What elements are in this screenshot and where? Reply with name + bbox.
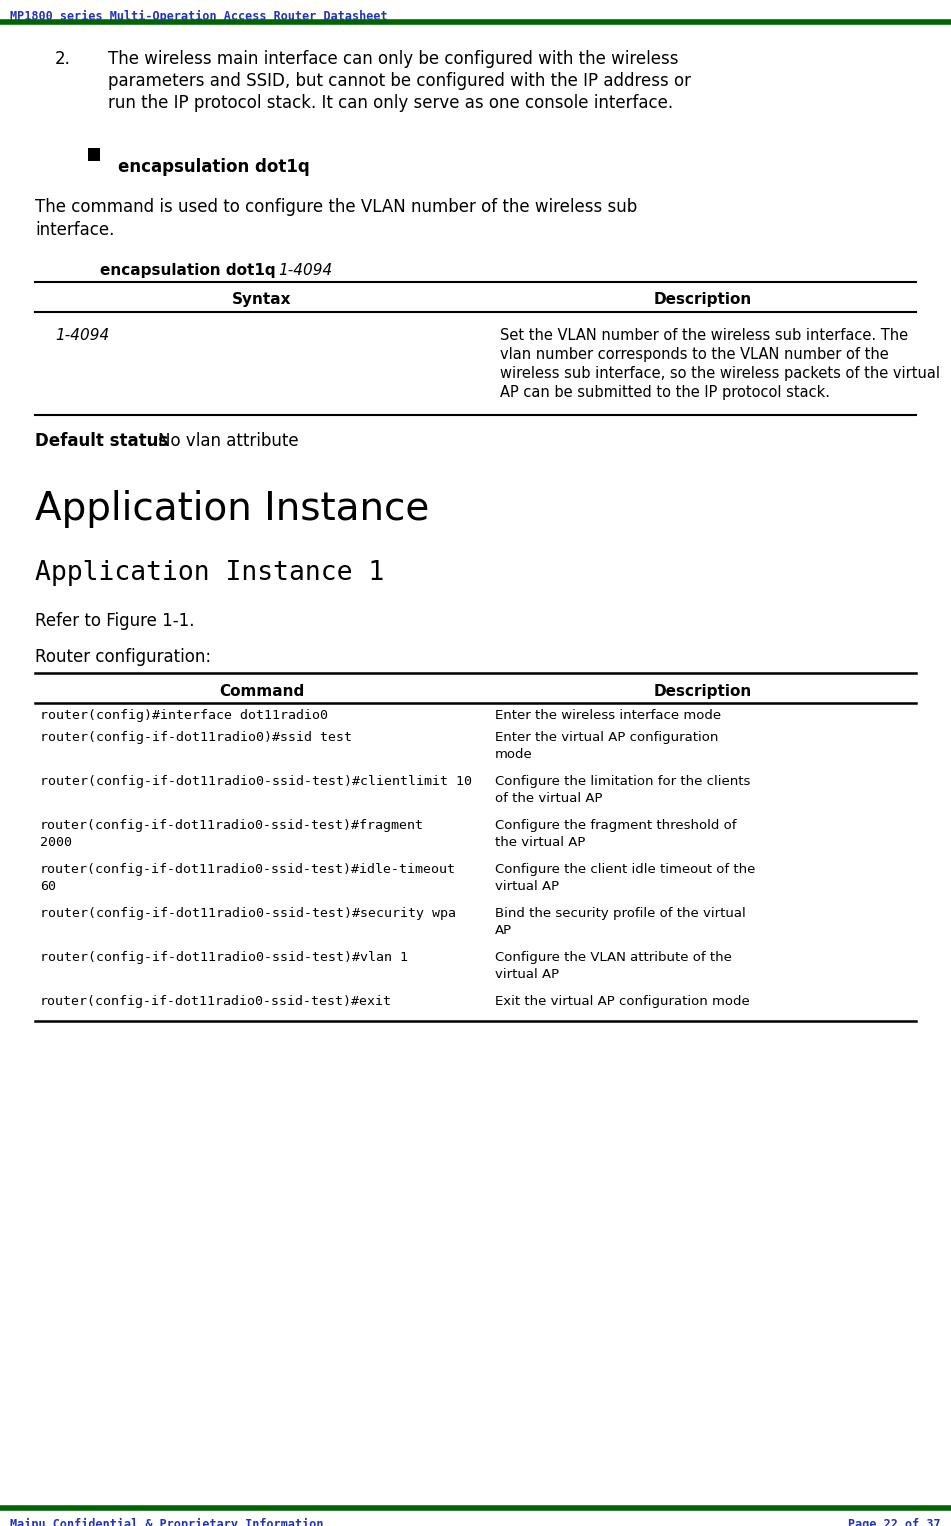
Text: Description: Description bbox=[654, 291, 752, 307]
Text: router(config-if-dot11radio0)#ssid test: router(config-if-dot11radio0)#ssid test bbox=[40, 731, 352, 745]
Text: Maipu Confidential & Proprietary Information: Maipu Confidential & Proprietary Informa… bbox=[10, 1518, 323, 1526]
Text: Description: Description bbox=[654, 684, 752, 699]
Text: Enter the wireless interface mode: Enter the wireless interface mode bbox=[495, 710, 721, 722]
Text: run the IP protocol stack. It can only serve as one console interface.: run the IP protocol stack. It can only s… bbox=[108, 95, 673, 111]
Text: of the virtual AP: of the virtual AP bbox=[495, 792, 603, 806]
Text: The wireless main interface can only be configured with the wireless: The wireless main interface can only be … bbox=[108, 50, 678, 69]
Text: Application Instance 1: Application Instance 1 bbox=[35, 560, 384, 586]
Text: virtual AP: virtual AP bbox=[495, 881, 559, 893]
Text: Set the VLAN number of the wireless sub interface. The: Set the VLAN number of the wireless sub … bbox=[500, 328, 908, 343]
Text: Command: Command bbox=[220, 684, 304, 699]
Text: Application Instance: Application Instance bbox=[35, 490, 429, 528]
Text: wireless sub interface, so the wireless packets of the virtual: wireless sub interface, so the wireless … bbox=[500, 366, 940, 382]
Text: : No vlan attribute: : No vlan attribute bbox=[147, 432, 299, 450]
Text: Enter the virtual AP configuration: Enter the virtual AP configuration bbox=[495, 731, 718, 745]
Text: 1-4094: 1-4094 bbox=[278, 262, 332, 278]
Text: Router configuration:: Router configuration: bbox=[35, 649, 211, 665]
Text: MP1800 series Multi-Operation Access Router Datasheet: MP1800 series Multi-Operation Access Rou… bbox=[10, 11, 388, 23]
Text: Bind the security profile of the virtual: Bind the security profile of the virtual bbox=[495, 906, 746, 920]
Text: 2000: 2000 bbox=[40, 836, 72, 848]
Text: The command is used to configure the VLAN number of the wireless sub: The command is used to configure the VLA… bbox=[35, 198, 637, 217]
Text: AP can be submitted to the IP protocol stack.: AP can be submitted to the IP protocol s… bbox=[500, 385, 830, 400]
Text: AP: AP bbox=[495, 925, 513, 937]
Text: vlan number corresponds to the VLAN number of the: vlan number corresponds to the VLAN numb… bbox=[500, 346, 889, 362]
Text: mode: mode bbox=[495, 748, 533, 761]
Text: virtual AP: virtual AP bbox=[495, 967, 559, 981]
Text: Configure the client idle timeout of the: Configure the client idle timeout of the bbox=[495, 864, 755, 876]
Text: router(config-if-dot11radio0-ssid-test)#fragment: router(config-if-dot11radio0-ssid-test)#… bbox=[40, 819, 424, 832]
Text: Configure the limitation for the clients: Configure the limitation for the clients bbox=[495, 775, 750, 787]
Text: Syntax: Syntax bbox=[232, 291, 292, 307]
Text: router(config)#interface dot11radio0: router(config)#interface dot11radio0 bbox=[40, 710, 328, 722]
Text: the virtual AP: the virtual AP bbox=[495, 836, 586, 848]
Text: 1-4094: 1-4094 bbox=[55, 328, 109, 343]
Text: Refer to Figure 1-1.: Refer to Figure 1-1. bbox=[35, 612, 195, 630]
Text: 60: 60 bbox=[40, 881, 56, 893]
Text: parameters and SSID, but cannot be configured with the IP address or: parameters and SSID, but cannot be confi… bbox=[108, 72, 691, 90]
Text: 2.: 2. bbox=[55, 50, 71, 69]
Bar bbox=[88, 148, 100, 162]
Text: Configure the VLAN attribute of the: Configure the VLAN attribute of the bbox=[495, 951, 732, 964]
Text: Configure the fragment threshold of: Configure the fragment threshold of bbox=[495, 819, 736, 832]
Text: router(config-if-dot11radio0-ssid-test)#vlan 1: router(config-if-dot11radio0-ssid-test)#… bbox=[40, 951, 408, 964]
Text: router(config-if-dot11radio0-ssid-test)#idle-timeout: router(config-if-dot11radio0-ssid-test)#… bbox=[40, 864, 456, 876]
Text: router(config-if-dot11radio0-ssid-test)#exit: router(config-if-dot11radio0-ssid-test)#… bbox=[40, 995, 392, 1009]
Text: interface.: interface. bbox=[35, 221, 114, 240]
Text: Default status: Default status bbox=[35, 432, 168, 450]
Text: encapsulation dot1q: encapsulation dot1q bbox=[100, 262, 281, 278]
Text: Page 22 of 37: Page 22 of 37 bbox=[848, 1518, 941, 1526]
Text: router(config-if-dot11radio0-ssid-test)#clientlimit 10: router(config-if-dot11radio0-ssid-test)#… bbox=[40, 775, 472, 787]
Text: Exit the virtual AP configuration mode: Exit the virtual AP configuration mode bbox=[495, 995, 749, 1009]
Text: router(config-if-dot11radio0-ssid-test)#security wpa: router(config-if-dot11radio0-ssid-test)#… bbox=[40, 906, 456, 920]
Text: encapsulation dot1q: encapsulation dot1q bbox=[118, 159, 310, 175]
